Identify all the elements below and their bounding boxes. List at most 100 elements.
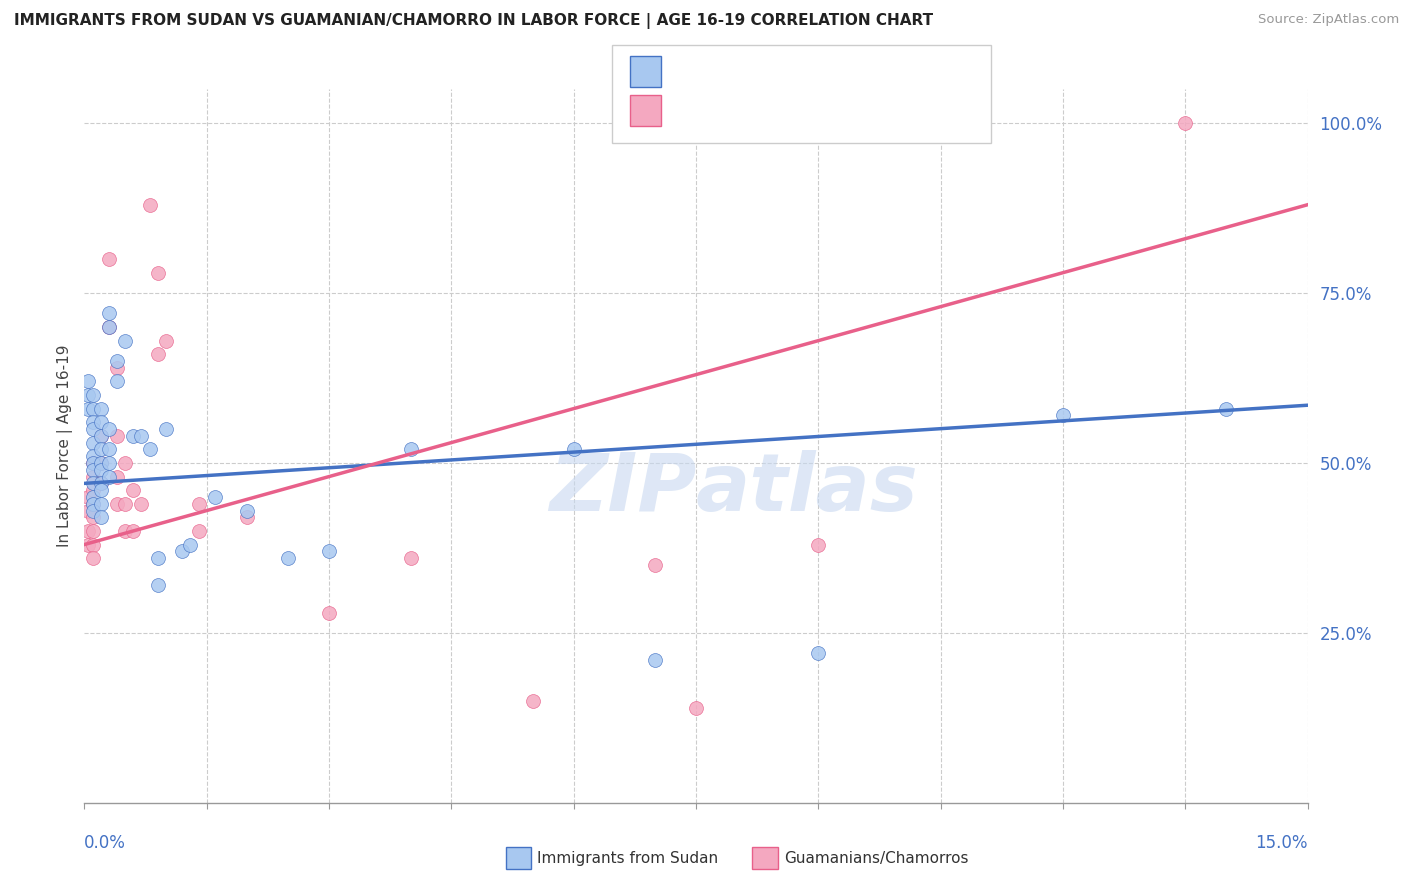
Point bbox=[90, 456, 112, 470]
Point bbox=[105, 354, 128, 368]
Point bbox=[82, 469, 104, 483]
Point bbox=[399, 442, 422, 457]
Point bbox=[77, 388, 100, 402]
Point bbox=[97, 320, 120, 334]
Point bbox=[82, 497, 104, 511]
Point bbox=[131, 497, 153, 511]
Point bbox=[187, 524, 209, 538]
Point bbox=[97, 422, 120, 436]
Point bbox=[90, 442, 112, 457]
Text: N =: N = bbox=[794, 62, 834, 79]
Text: R =: R = bbox=[669, 62, 709, 79]
Point bbox=[889, 116, 911, 130]
Point bbox=[82, 490, 104, 504]
Point bbox=[1174, 116, 1197, 130]
Point bbox=[90, 476, 112, 491]
Point bbox=[155, 334, 177, 348]
Text: 53: 53 bbox=[841, 61, 868, 80]
Point bbox=[90, 401, 112, 416]
Point bbox=[90, 456, 112, 470]
Point bbox=[146, 347, 169, 361]
Text: Source: ZipAtlas.com: Source: ZipAtlas.com bbox=[1258, 13, 1399, 27]
Point bbox=[82, 476, 104, 491]
Text: 32: 32 bbox=[841, 99, 868, 119]
Point bbox=[77, 490, 100, 504]
Point bbox=[277, 551, 299, 566]
Point bbox=[82, 422, 104, 436]
Text: ZIP: ZIP bbox=[548, 450, 696, 528]
Point bbox=[97, 442, 120, 457]
Point bbox=[138, 198, 160, 212]
Point bbox=[82, 456, 104, 470]
Point bbox=[90, 429, 112, 443]
Point bbox=[90, 429, 112, 443]
Point bbox=[146, 551, 169, 566]
Point bbox=[236, 503, 259, 517]
Point bbox=[77, 401, 100, 416]
Point bbox=[90, 510, 112, 524]
Text: IMMIGRANTS FROM SUDAN VS GUAMANIAN/CHAMORRO IN LABOR FORCE | AGE 16-19 CORRELATI: IMMIGRANTS FROM SUDAN VS GUAMANIAN/CHAMO… bbox=[14, 13, 934, 29]
Point bbox=[318, 606, 340, 620]
Point bbox=[146, 578, 169, 592]
Point bbox=[90, 483, 112, 498]
Point bbox=[82, 524, 104, 538]
Point bbox=[1215, 401, 1237, 416]
Point bbox=[77, 503, 100, 517]
Point bbox=[114, 524, 136, 538]
Point bbox=[105, 360, 128, 375]
Point bbox=[172, 544, 194, 558]
Point bbox=[97, 320, 120, 334]
Point bbox=[318, 544, 340, 558]
Point bbox=[1052, 409, 1074, 423]
Point bbox=[399, 551, 422, 566]
Point bbox=[90, 415, 112, 429]
Text: R =: R = bbox=[669, 100, 709, 118]
Point bbox=[77, 524, 100, 538]
Point bbox=[105, 375, 128, 389]
Point bbox=[77, 375, 100, 389]
Point bbox=[122, 429, 145, 443]
Point bbox=[77, 537, 100, 551]
Point bbox=[122, 524, 145, 538]
Point bbox=[97, 456, 120, 470]
Point bbox=[644, 558, 666, 572]
Point bbox=[97, 252, 120, 266]
Point bbox=[82, 449, 104, 463]
Point bbox=[155, 422, 177, 436]
Point bbox=[82, 463, 104, 477]
Point bbox=[105, 429, 128, 443]
Point bbox=[644, 653, 666, 667]
Point bbox=[179, 537, 201, 551]
Point bbox=[105, 497, 128, 511]
Text: Guamanians/Chamorros: Guamanians/Chamorros bbox=[785, 851, 969, 865]
Point bbox=[187, 497, 209, 511]
Point bbox=[807, 646, 830, 660]
Point bbox=[82, 551, 104, 566]
Point bbox=[131, 429, 153, 443]
Point bbox=[122, 483, 145, 498]
Point bbox=[82, 483, 104, 498]
Point bbox=[522, 694, 544, 708]
Point bbox=[82, 388, 104, 402]
Point bbox=[236, 510, 259, 524]
Point bbox=[90, 463, 112, 477]
Text: 0.439: 0.439 bbox=[713, 99, 775, 119]
Point bbox=[90, 497, 112, 511]
Text: 0.0%: 0.0% bbox=[84, 834, 127, 852]
Point bbox=[97, 469, 120, 483]
Point bbox=[114, 456, 136, 470]
Point bbox=[114, 334, 136, 348]
Point bbox=[204, 490, 226, 504]
Point bbox=[105, 469, 128, 483]
Point bbox=[82, 503, 104, 517]
Point bbox=[82, 401, 104, 416]
Text: Immigrants from Sudan: Immigrants from Sudan bbox=[537, 851, 718, 865]
Point bbox=[562, 442, 585, 457]
Point bbox=[807, 537, 830, 551]
Text: 0.201: 0.201 bbox=[713, 61, 775, 80]
Text: N =: N = bbox=[794, 100, 834, 118]
Point bbox=[138, 442, 160, 457]
Point bbox=[114, 497, 136, 511]
Point bbox=[82, 435, 104, 450]
Point bbox=[685, 700, 707, 714]
